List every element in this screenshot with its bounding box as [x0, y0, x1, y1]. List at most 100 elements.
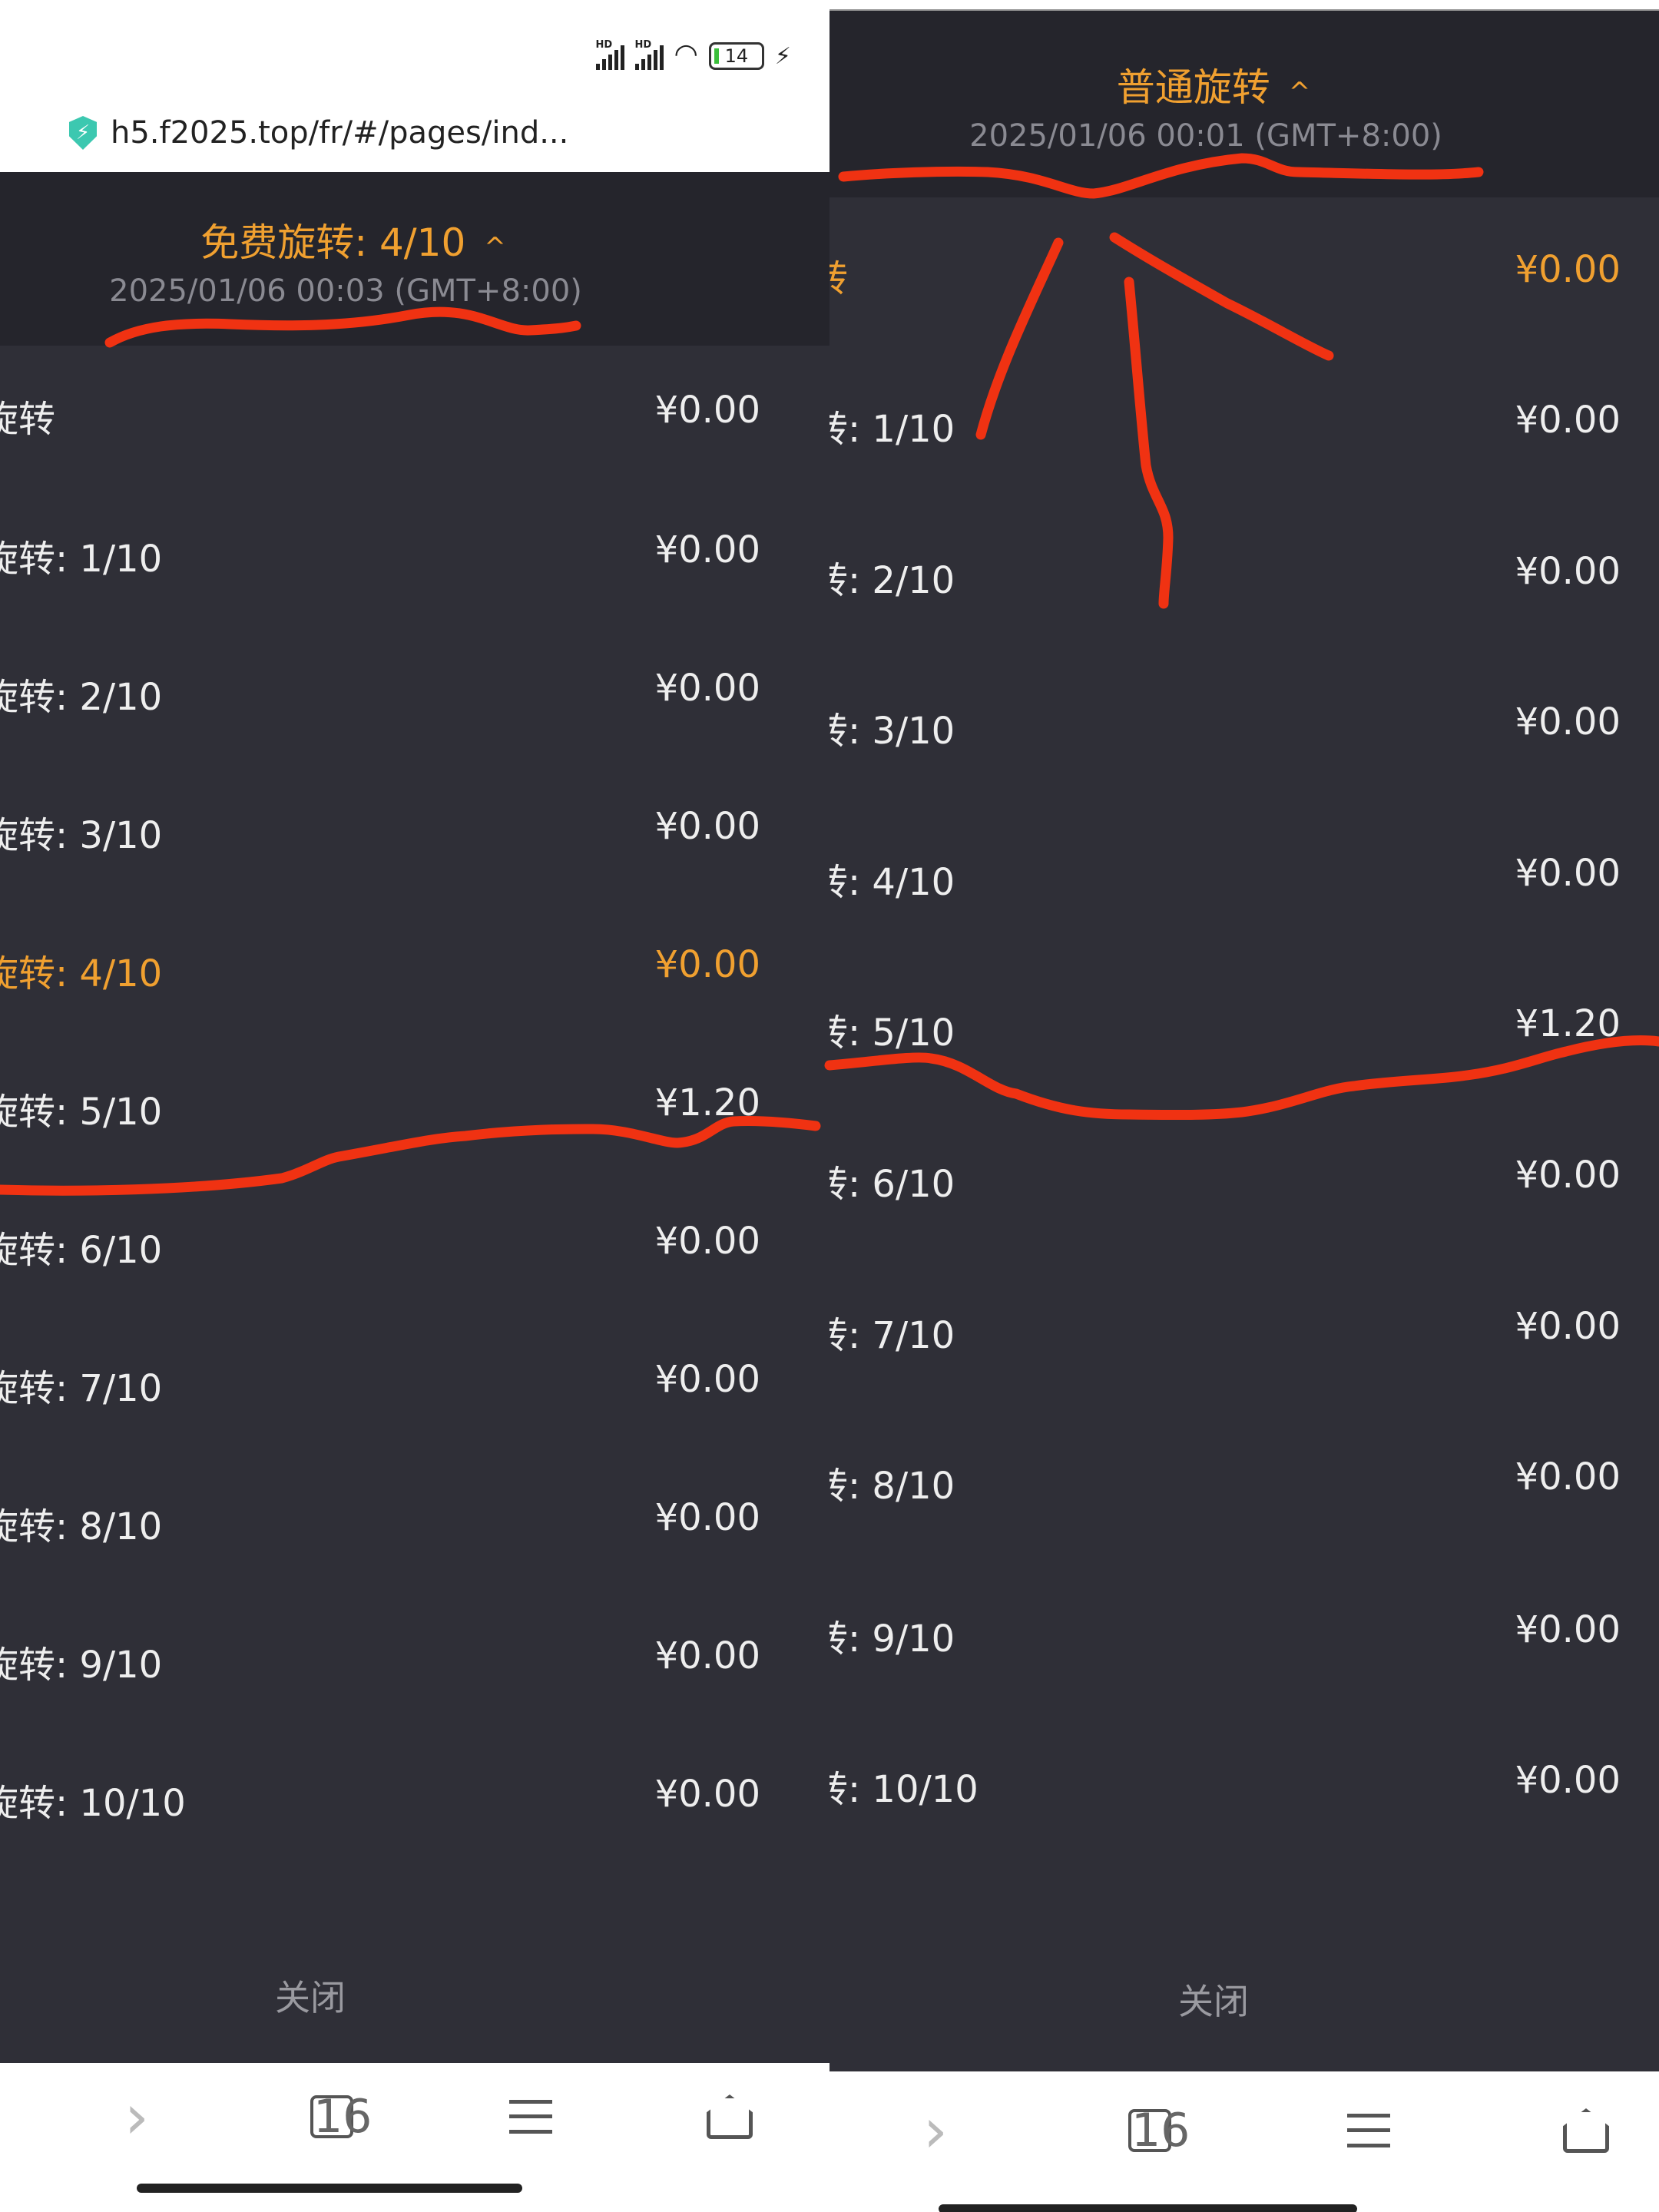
spin-label: 转: 6/10: [830, 1163, 955, 1206]
spin-amount: ¥0.00: [1515, 1455, 1621, 1498]
spin-amount: ¥0.00: [654, 389, 760, 432]
spin-amount: ¥0.00: [1515, 852, 1621, 895]
spin-label: 转: 9/10: [830, 1618, 955, 1661]
spin-record-row[interactable]: 旋转: 10/10 ¥0.00: [0, 1773, 830, 1825]
spin-amount: ¥0.00: [1515, 550, 1621, 593]
spin-record-row[interactable]: 转 ¥0.00: [830, 248, 1659, 300]
spin-title[interactable]: 普通旋转 ^: [830, 57, 1659, 112]
tabs-button[interactable]: 16: [310, 2094, 372, 2140]
url-bar[interactable]: ⚡ h5.f2025.top/fr/#/pages/ind...: [69, 115, 568, 151]
spin-record-row[interactable]: 转: 4/10 ¥0.00: [830, 852, 1659, 904]
signal-label: HD: [595, 39, 613, 51]
battery-icon: 14: [708, 42, 764, 70]
forward-icon[interactable]: ›: [923, 2094, 948, 2167]
spin-header[interactable]: 免费旋转: 4/10 ^ 2025/01/06 00:03 (GMT+8:00): [0, 172, 830, 346]
status-bar: HD HD ◠ 14 ⚡ ⚡ h5.f2025.top/fr/#/pages/i…: [0, 0, 830, 172]
spin-amount: ¥0.00: [1515, 1608, 1621, 1651]
spin-record-row[interactable]: 旋转: 5/10 ¥1.20: [0, 1081, 830, 1134]
forward-icon[interactable]: ›: [124, 2081, 149, 2153]
spin-record-row[interactable]: 转: 5/10 ¥1.20: [830, 1002, 1659, 1055]
spin-record-row[interactable]: 旋转: 8/10 ¥0.00: [0, 1496, 830, 1548]
spin-amount: ¥0.00: [1515, 1154, 1621, 1197]
spin-label: 旋转: 4/10: [0, 952, 163, 995]
spin-record-row[interactable]: 转: 2/10 ¥0.00: [830, 550, 1659, 602]
spin-amount: ¥0.00: [654, 805, 760, 848]
spin-record-row[interactable]: 转: 1/10 ¥0.00: [830, 399, 1659, 451]
menu-icon[interactable]: [1347, 2114, 1390, 2147]
spin-amount: ¥0.00: [654, 667, 760, 710]
spin-amount: ¥0.00: [654, 528, 760, 571]
spin-record-row[interactable]: 旋转: 2/10 ¥0.00: [0, 667, 830, 719]
charging-icon: ⚡: [774, 43, 791, 70]
spin-label: 旋转: 7/10: [0, 1367, 163, 1410]
spin-record-row[interactable]: 转: 3/10 ¥0.00: [830, 700, 1659, 753]
spin-label: 旋转: 9/10: [0, 1644, 163, 1687]
close-button[interactable]: 关闭: [1178, 1981, 1249, 2022]
spin-label: 旋转: 2/10: [0, 676, 163, 719]
home-icon[interactable]: [707, 2094, 753, 2139]
tabs-button[interactable]: 16: [1128, 2108, 1190, 2154]
signal-icon: HD: [634, 39, 664, 70]
spin-amount: ¥0.00: [654, 1634, 760, 1677]
spin-amount: ¥1.20: [1515, 1002, 1621, 1045]
shield-icon: ⚡: [69, 116, 97, 150]
home-indicator[interactable]: [939, 2204, 1357, 2212]
spin-record-row[interactable]: 转: 8/10 ¥0.00: [830, 1455, 1659, 1508]
spin-amount: ¥0.00: [654, 1496, 760, 1539]
timestamp: 2025/01/06 00:01 (GMT+8:00): [969, 118, 1442, 154]
spin-label: 转: 3/10: [830, 710, 955, 753]
spin-label: 转: 8/10: [830, 1465, 955, 1508]
menu-icon[interactable]: [509, 2100, 552, 2134]
spin-record-row[interactable]: 旋转: 7/10 ¥0.00: [0, 1358, 830, 1410]
chevron-up-icon[interactable]: ^: [484, 232, 506, 263]
spin-label: 旋转: 6/10: [0, 1229, 163, 1272]
spin-record-row[interactable]: 旋转 ¥0.00: [0, 389, 830, 441]
spin-label: 旋转: 3/10: [0, 814, 163, 857]
spin-record-row[interactable]: 旋转: 3/10 ¥0.00: [0, 805, 830, 857]
signal-icon: HD: [595, 39, 624, 70]
spin-label: 转: 10/10: [830, 1768, 979, 1811]
spin-record-row[interactable]: 转: 7/10 ¥0.00: [830, 1305, 1659, 1357]
battery-level: 14: [724, 45, 749, 67]
spin-record-row[interactable]: 旋转: 4/10 ¥0.00: [0, 943, 830, 995]
spin-amount: ¥0.00: [1515, 700, 1621, 743]
spin-record-row[interactable]: 旋转: 6/10 ¥0.00: [0, 1220, 830, 1272]
spin-amount: ¥1.20: [654, 1081, 760, 1124]
spin-amount: ¥0.00: [654, 1220, 760, 1263]
spin-amount: ¥0.00: [1515, 1305, 1621, 1348]
url-text: h5.f2025.top/fr/#/pages/ind...: [111, 115, 569, 151]
wifi-icon: ◠: [674, 38, 698, 70]
close-button[interactable]: 关闭: [275, 1977, 346, 2018]
title-text: 普通旋转: [1116, 65, 1270, 110]
home-icon[interactable]: [1563, 2108, 1609, 2153]
spin-title[interactable]: 免费旋转: 4/10 ^: [0, 212, 830, 267]
spin-label: 旋转: [0, 398, 56, 441]
spin-label: 旋转: 8/10: [0, 1505, 163, 1548]
timestamp: 2025/01/06 00:03 (GMT+8:00): [109, 273, 582, 309]
left-screenshot: HD HD ◠ 14 ⚡ ⚡ h5.f2025.top/fr/#/pages/i…: [0, 0, 830, 2212]
spin-record-row[interactable]: 旋转: 9/10 ¥0.00: [0, 1634, 830, 1687]
spin-amount: ¥0.00: [654, 943, 760, 986]
spin-label: 旋转: 5/10: [0, 1091, 163, 1134]
spin-amount: ¥0.00: [654, 1773, 760, 1816]
spin-label: 转: 2/10: [830, 559, 955, 602]
spin-header[interactable]: 普通旋转 ^ 2025/01/06 00:01 (GMT+8:00): [830, 9, 1659, 197]
spin-label: 转: 4/10: [830, 861, 955, 904]
spin-label: 转: 7/10: [830, 1314, 955, 1357]
spin-record-row[interactable]: 转: 6/10 ¥0.00: [830, 1154, 1659, 1206]
right-screenshot: 普通旋转 ^ 2025/01/06 00:01 (GMT+8:00) 转 ¥0.00…: [830, 0, 1659, 2212]
spin-amount: ¥0.00: [1515, 399, 1621, 442]
spin-record-row[interactable]: 旋转: 1/10 ¥0.00: [0, 528, 830, 581]
spin-amount: ¥0.00: [1515, 248, 1621, 291]
spin-record-row[interactable]: 转: 9/10 ¥0.00: [830, 1608, 1659, 1661]
home-indicator[interactable]: [137, 2184, 522, 2193]
spin-label: 转: [830, 257, 849, 300]
spin-label: 旋转: 10/10: [0, 1782, 186, 1825]
spin-record-row[interactable]: 转: 10/10 ¥0.00: [830, 1759, 1659, 1811]
browser-nav-bar: › 16: [830, 2071, 1659, 2212]
title-text: 免费旋转: 4/10: [200, 220, 466, 265]
spin-amount: ¥0.00: [654, 1358, 760, 1401]
chevron-up-icon[interactable]: ^: [1288, 77, 1311, 108]
status-bar-strip: [830, 0, 1659, 9]
spin-label: 转: 5/10: [830, 1012, 955, 1055]
